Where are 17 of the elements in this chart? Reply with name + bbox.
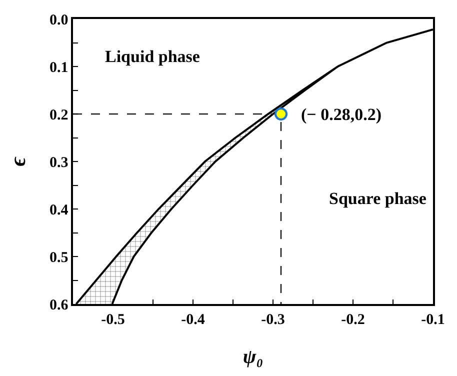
y-tick-label: 0.5	[50, 250, 68, 266]
annotation: Square phase	[329, 189, 427, 208]
x-tick-label: -0.5	[101, 312, 125, 328]
annotation: (− 0.28,0.2)	[301, 105, 382, 124]
y-tick-label: 0.1	[50, 60, 68, 76]
x-tick-label: -0.2	[341, 312, 365, 328]
y-tick-label: 0.3	[50, 154, 68, 171]
y-tick-label: 0.4	[50, 202, 69, 218]
x-axis-title: ψ₀	[242, 346, 264, 368]
y-tick-label: 0.6	[50, 297, 69, 314]
y-axis-title: ϵ	[4, 156, 30, 166]
annotation: Liquid phase	[105, 47, 200, 66]
x-tick-label: -0.3	[261, 312, 285, 328]
x-tick-label: -0.1	[421, 312, 445, 328]
y-tick-label: 0.0	[50, 12, 68, 28]
x-tick-label: -0.4	[181, 312, 206, 328]
y-tick-label: 0.2	[50, 107, 68, 124]
